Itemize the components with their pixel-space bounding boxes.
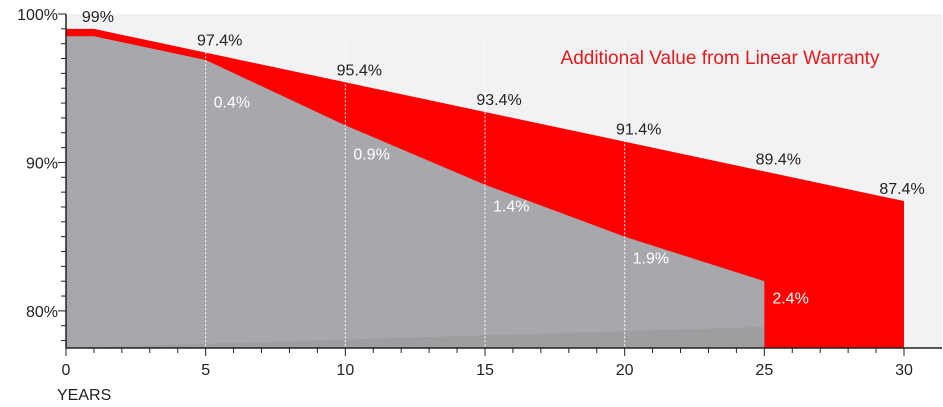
- y-tick-label: 90%: [26, 155, 58, 172]
- x-tick-label: 25: [755, 362, 773, 379]
- axes: [65, 14, 942, 349]
- y-tick-label: 100%: [17, 7, 58, 24]
- gain-label: 2.4%: [772, 290, 808, 307]
- gain-label: 1.9%: [633, 250, 669, 267]
- x-tick-label: 0: [62, 362, 71, 379]
- x-tick-label: 10: [336, 362, 354, 379]
- point-label: 87.4%: [879, 181, 924, 198]
- standard-warranty-area: [66, 36, 765, 349]
- chart-title: Additional Value from Linear Warranty: [561, 48, 880, 69]
- point-label: 99%: [82, 9, 114, 26]
- point-label: 97.4%: [197, 33, 242, 50]
- point-label: 91.4%: [616, 122, 661, 139]
- x-tick-label: 15: [476, 362, 494, 379]
- gain-label: 0.9%: [353, 146, 389, 163]
- y-tick-label: 80%: [26, 304, 58, 321]
- point-labels: 99% 97.4% 95.4% 93.4% 91.4% 89.4% 87.4%: [82, 9, 925, 198]
- gain-label: 1.4%: [493, 198, 529, 215]
- point-label: 93.4%: [476, 92, 521, 109]
- x-tick-label: 20: [616, 362, 634, 379]
- y-axis-ticks: 80% 90% 100%: [17, 7, 66, 342]
- x-tick-label: 5: [201, 362, 210, 379]
- gain-labels: 0.4% 0.9% 1.4% 1.9% 2.4%: [214, 95, 809, 308]
- x-tick-label: 30: [895, 362, 913, 379]
- point-label: 89.4%: [756, 151, 801, 168]
- point-label: 95.4%: [337, 62, 382, 79]
- x-axis-label: YEARS: [57, 387, 111, 404]
- standard-warranty-base-shade: [66, 327, 765, 348]
- gain-label: 0.4%: [214, 95, 250, 112]
- x-axis-ticks: 0 5 10 15 20 25 30: [62, 348, 913, 379]
